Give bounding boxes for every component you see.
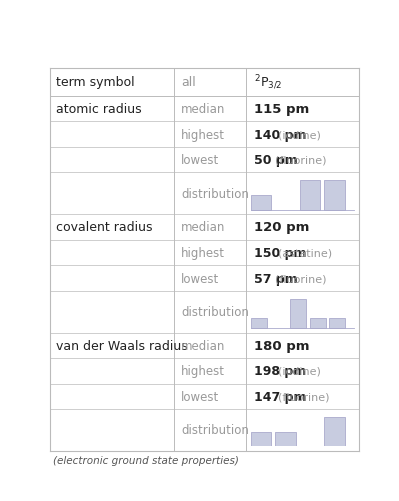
Text: lowest: lowest	[181, 390, 219, 403]
Bar	[324, 417, 345, 447]
Text: highest: highest	[181, 246, 225, 260]
Text: term symbol: term symbol	[56, 76, 135, 89]
Bar	[310, 319, 326, 329]
Text: distribution: distribution	[181, 187, 249, 200]
Text: 57 pm: 57 pm	[254, 272, 298, 285]
Text: (astatine): (astatine)	[279, 248, 332, 258]
Bar	[275, 432, 296, 447]
Text: median: median	[181, 339, 226, 352]
Text: highest: highest	[181, 365, 225, 378]
Text: highest: highest	[181, 128, 225, 141]
Text: van der Waals radius: van der Waals radius	[56, 339, 188, 352]
Bar	[251, 319, 267, 329]
Text: distribution: distribution	[181, 423, 249, 436]
Text: (fluorine): (fluorine)	[275, 155, 326, 165]
Text: atomic radius: atomic radius	[56, 103, 142, 116]
Text: all: all	[181, 76, 196, 89]
Text: (electronic ground state properties): (electronic ground state properties)	[53, 455, 239, 465]
Text: 140 pm: 140 pm	[254, 128, 306, 141]
Text: median: median	[181, 221, 226, 234]
Text: 120 pm: 120 pm	[254, 221, 309, 234]
Bar	[251, 432, 271, 447]
Text: (fluorine): (fluorine)	[279, 391, 330, 401]
Bar	[330, 319, 346, 329]
Text: $^{2}$P$_{3/2}$: $^{2}$P$_{3/2}$	[254, 74, 282, 92]
Text: 180 pm: 180 pm	[254, 339, 310, 352]
Text: covalent radius: covalent radius	[56, 221, 152, 234]
Bar	[251, 196, 271, 210]
Text: 115 pm: 115 pm	[254, 103, 309, 116]
Text: median: median	[181, 103, 226, 116]
Bar	[324, 181, 345, 210]
Bar	[300, 181, 320, 210]
Text: 50 pm: 50 pm	[254, 154, 298, 167]
Text: lowest: lowest	[181, 272, 219, 285]
Text: (iodine): (iodine)	[279, 366, 321, 376]
Bar	[290, 299, 306, 329]
Text: (iodine): (iodine)	[279, 130, 321, 140]
Text: 198 pm: 198 pm	[254, 365, 306, 378]
Text: 147 pm: 147 pm	[254, 390, 306, 403]
Text: distribution: distribution	[181, 306, 249, 319]
Text: lowest: lowest	[181, 154, 219, 167]
Text: (fluorine): (fluorine)	[275, 274, 326, 284]
Text: 150 pm: 150 pm	[254, 246, 306, 260]
